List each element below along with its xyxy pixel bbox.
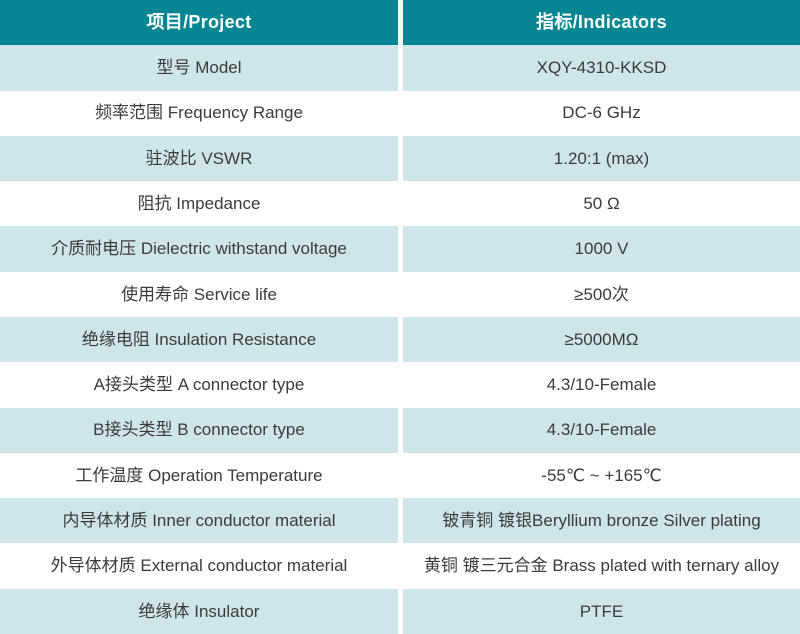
table-row-dielectric-withstand-voltage: 介质耐电压 Dielectric withstand voltage 1000 …: [0, 226, 800, 272]
indicator-cell: 4.3/10-Female: [403, 407, 800, 453]
project-cell: 介质耐电压 Dielectric withstand voltage: [0, 226, 398, 272]
table-row-insulation-resistance: 绝缘电阻 Insulation Resistance ≥5000MΩ: [0, 316, 800, 363]
table-row-model: 型号 Model XQY-4310-KKSD: [0, 45, 800, 91]
project-cell: B接头类型 B connector type: [0, 407, 398, 453]
project-cell: 使用寿命 Service life: [0, 271, 398, 317]
header-cell-project: 项目/Project: [0, 0, 398, 46]
header-cell-indicators: 指标/Indicators: [403, 0, 800, 46]
indicator-cell: PTFE: [403, 588, 800, 634]
indicator-cell: 50 Ω: [403, 181, 800, 227]
table-row-operation-temperature: 工作温度 Operation Temperature -55℃ ~ +165℃: [0, 452, 800, 499]
indicator-cell: 铍青铜 镀银Beryllium bronze Silver plating: [403, 498, 800, 544]
project-cell: A接头类型 A connector type: [0, 362, 398, 408]
indicator-cell: ≥5000MΩ: [403, 316, 800, 363]
project-cell: 型号 Model: [0, 45, 398, 91]
table-header-row: 项目/Project 指标/Indicators: [0, 0, 800, 46]
project-cell: 外导体材质 External conductor material: [0, 543, 398, 589]
indicator-cell: XQY-4310-KKSD: [403, 45, 800, 91]
table-row-inner-conductor-material: 内导体材质 Inner conductor material 铍青铜 镀银Ber…: [0, 498, 800, 544]
indicator-cell: DC-6 GHz: [403, 90, 800, 136]
project-cell: 阻抗 Impedance: [0, 181, 398, 227]
table-row-insulator: 绝缘体 Insulator PTFE: [0, 588, 800, 634]
table-row-impedance: 阻抗 Impedance 50 Ω: [0, 181, 800, 227]
indicator-cell: ≥500次: [403, 271, 800, 317]
project-cell: 驻波比 VSWR: [0, 135, 398, 182]
indicator-cell: -55℃ ~ +165℃: [403, 452, 800, 499]
project-cell: 频率范围 Frequency Range: [0, 90, 398, 136]
table-row-vswr: 驻波比 VSWR 1.20:1 (max): [0, 135, 800, 182]
project-cell: 内导体材质 Inner conductor material: [0, 498, 398, 544]
table-row-service-life: 使用寿命 Service life ≥500次: [0, 271, 800, 317]
indicator-cell: 4.3/10-Female: [403, 362, 800, 408]
table-row-b-connector-type: B接头类型 B connector type 4.3/10-Female: [0, 407, 800, 453]
project-cell: 绝缘电阻 Insulation Resistance: [0, 316, 398, 363]
indicator-cell: 1.20:1 (max): [403, 135, 800, 182]
indicator-cell: 1000 V: [403, 226, 800, 272]
project-cell: 绝缘体 Insulator: [0, 588, 398, 634]
table-row-frequency-range: 频率范围 Frequency Range DC-6 GHz: [0, 90, 800, 136]
table-row-a-connector-type: A接头类型 A connector type 4.3/10-Female: [0, 362, 800, 408]
project-cell: 工作温度 Operation Temperature: [0, 452, 398, 499]
table-row-external-conductor-material: 外导体材质 External conductor material 黄铜 镀三元…: [0, 543, 800, 589]
indicator-cell: 黄铜 镀三元合金 Brass plated with ternary alloy: [403, 543, 800, 589]
